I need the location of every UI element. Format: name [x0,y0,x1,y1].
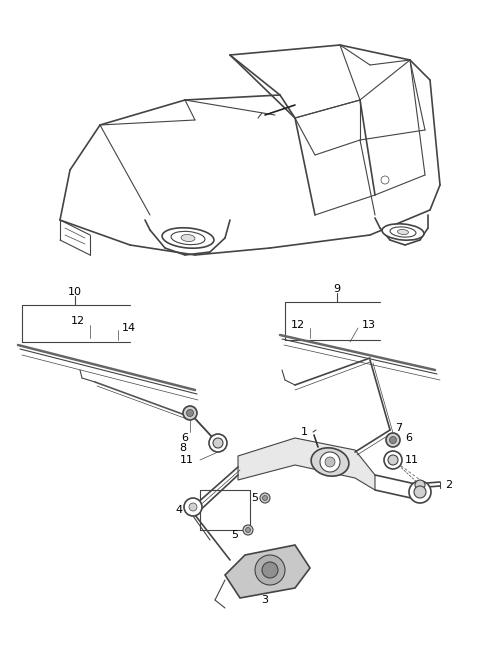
Circle shape [243,525,253,535]
Ellipse shape [390,227,416,237]
Circle shape [409,481,431,503]
Ellipse shape [171,232,205,245]
Circle shape [415,480,425,490]
Circle shape [184,498,202,516]
Text: 12: 12 [71,316,85,326]
Text: 6: 6 [405,433,412,443]
Ellipse shape [311,448,349,476]
Circle shape [381,176,389,184]
Text: 10: 10 [68,287,82,297]
Text: 4: 4 [176,505,183,515]
Circle shape [209,434,227,452]
Circle shape [245,527,251,533]
Text: 2: 2 [445,480,452,490]
Circle shape [414,486,426,498]
Circle shape [260,493,270,503]
Text: 14: 14 [122,323,136,333]
Text: 11: 11 [180,455,194,465]
Text: 13: 13 [362,320,376,330]
Polygon shape [238,438,375,490]
Circle shape [187,409,193,417]
Circle shape [325,457,335,467]
Text: 1: 1 [301,427,308,437]
Circle shape [262,562,278,578]
Circle shape [189,503,197,511]
Ellipse shape [162,228,214,248]
Ellipse shape [181,234,195,241]
Text: 12: 12 [291,320,305,330]
Text: 11: 11 [405,455,419,465]
Circle shape [389,436,396,443]
Circle shape [183,406,197,420]
Ellipse shape [397,230,408,235]
Circle shape [255,555,285,585]
Circle shape [320,452,340,472]
Text: 6: 6 [181,433,189,443]
Circle shape [388,455,398,465]
Text: 5: 5 [231,530,238,540]
Circle shape [263,495,267,501]
Text: 8: 8 [180,443,187,453]
Polygon shape [225,545,310,598]
Text: 7: 7 [395,423,402,433]
Ellipse shape [382,224,424,240]
Circle shape [384,451,402,469]
Text: 9: 9 [334,284,341,294]
Circle shape [386,433,400,447]
Circle shape [213,438,223,448]
Text: 5: 5 [251,493,258,503]
Text: 3: 3 [262,595,268,605]
